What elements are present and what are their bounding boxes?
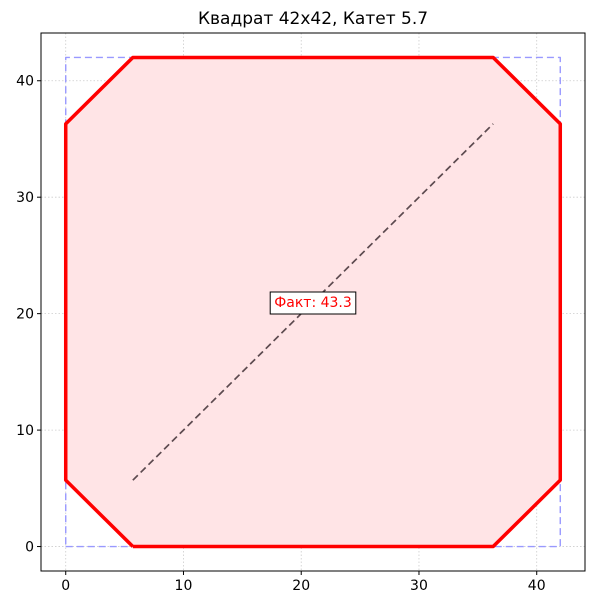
annotations: Факт: 43.3 xyxy=(269,291,357,315)
x-tick-label: 20 xyxy=(292,578,310,594)
fact-annotation: Факт: 43.3 xyxy=(269,291,357,315)
plot-frame xyxy=(40,32,586,572)
axis-ticks: 0 10 20 30 40 0 10 20 30 40 xyxy=(16,74,545,594)
chart-title: Квадрат 42x42, Катет 5.7 xyxy=(198,9,428,29)
y-tick-label: 30 xyxy=(16,190,34,206)
x-tick-label: 40 xyxy=(528,578,546,594)
octagon-line xyxy=(63,55,563,549)
y-tick-label: 0 xyxy=(25,540,34,556)
annotation-text: Факт: 43.3 xyxy=(274,295,352,311)
y-tick-label: 20 xyxy=(16,307,34,323)
x-tick-label: 10 xyxy=(175,578,193,594)
annotation-box xyxy=(269,291,357,315)
x-tick-label: 0 xyxy=(61,578,70,594)
x-tick-label: 30 xyxy=(410,578,428,594)
y-tick-label: 10 xyxy=(16,423,34,439)
y-tick-label: 40 xyxy=(16,74,34,90)
